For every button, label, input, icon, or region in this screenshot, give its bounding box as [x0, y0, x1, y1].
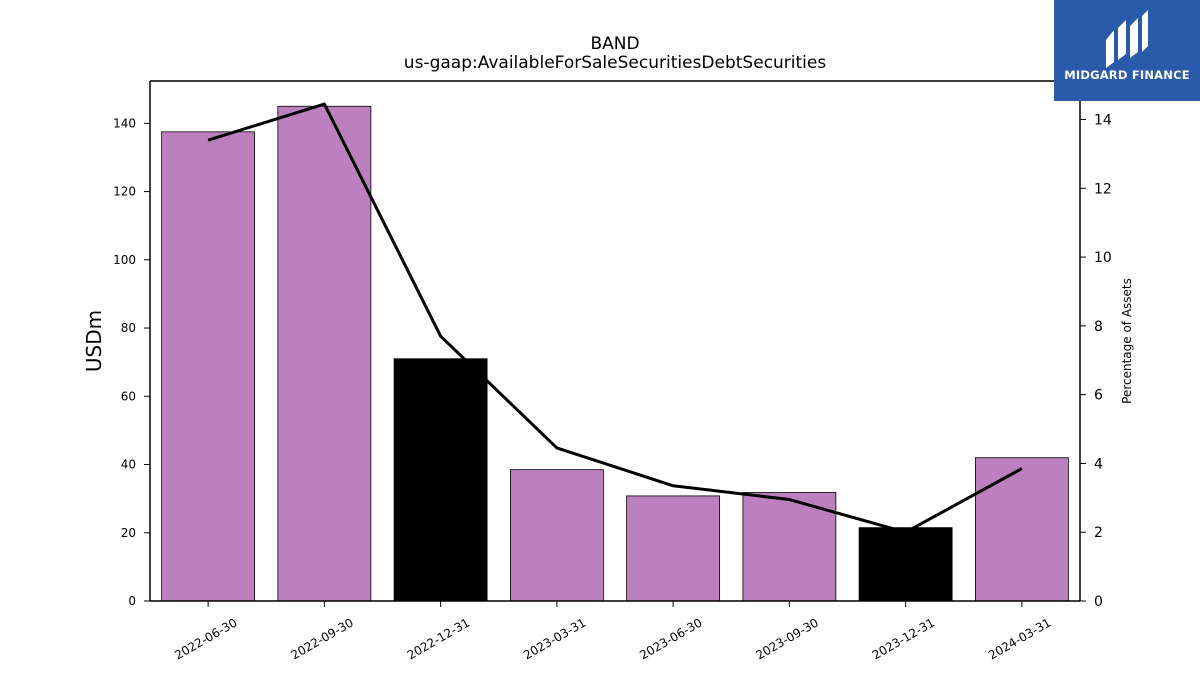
y-tick-label: 20	[121, 526, 136, 540]
logo-text: MIDGARD FINANCE	[1064, 68, 1190, 82]
bars-layer	[161, 105, 1069, 602]
chart-subtitle: us-gaap:AvailableForSaleSecuritiesDebtSe…	[404, 53, 827, 73]
y-tick-label: 140	[113, 116, 136, 130]
x-tick-label: 2023-03-31	[521, 615, 588, 662]
axes-layer: 0 20 40 60 80 100 120 140 0 2 4 6 8 10 12 14 2022-06-30 2…	[113, 80, 1112, 662]
bar	[974, 457, 1069, 602]
y-tick-label: 100	[113, 253, 136, 267]
x-tick-label: 2022-06-30	[172, 615, 239, 662]
y2-tick-label: 0	[1094, 594, 1103, 610]
logo-mark-icon	[1106, 10, 1148, 68]
y2-tick-label: 4	[1094, 456, 1103, 472]
bar	[626, 495, 721, 602]
line-layer	[207, 102, 1023, 534]
bar	[742, 492, 837, 602]
y-tick-label: 120	[113, 185, 136, 199]
y-tick-label: 40	[121, 458, 136, 472]
bar	[161, 131, 256, 602]
bar	[858, 527, 953, 602]
x-tick-label: 2022-09-30	[288, 615, 355, 662]
y2-tick-label: 2	[1094, 525, 1103, 541]
percentage-line	[207, 102, 1023, 534]
bar	[393, 358, 488, 602]
x-tick-label: 2023-09-30	[753, 615, 820, 662]
x-tick-label: 2024-03-31	[986, 615, 1053, 662]
y-axis-label: USDm	[82, 310, 106, 372]
x-tick-label: 2023-12-31	[870, 615, 937, 662]
y-tick-label: 0	[128, 594, 136, 608]
y2-tick-label: 14	[1094, 113, 1112, 129]
y2-tick-label: 8	[1094, 319, 1103, 335]
x-tick-label: 2022-12-31	[405, 615, 472, 662]
y2-tick-label: 6	[1094, 388, 1103, 404]
x-tick-label: 2023-06-30	[637, 615, 704, 662]
y2-axis-label: Percentage of Assets	[1120, 278, 1134, 404]
bar	[509, 469, 604, 602]
y-tick-label: 60	[121, 389, 136, 403]
midgard-finance-logo: MIDGARD FINANCE	[1054, 0, 1200, 101]
y2-tick-label: 10	[1094, 250, 1112, 266]
y-tick-label: 80	[121, 321, 136, 335]
chart-title: BAND	[590, 34, 639, 54]
bar	[277, 105, 372, 602]
y2-tick-label: 12	[1094, 181, 1112, 197]
